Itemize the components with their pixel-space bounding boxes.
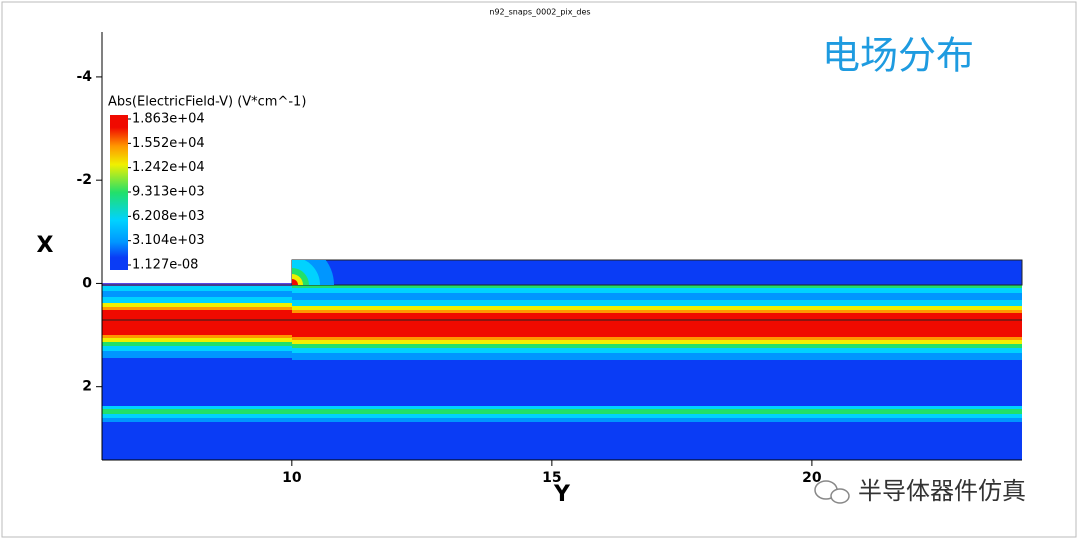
colorbar xyxy=(110,115,128,270)
annotation: 电场分布 xyxy=(822,34,974,78)
x-tick-label: 15 xyxy=(542,470,561,486)
x-tick-label: 20 xyxy=(802,470,822,486)
colorbar-tick-label: 3.104e+03 xyxy=(132,233,205,248)
field-map xyxy=(102,259,1023,460)
colorbar-tick-label: 6.208e+03 xyxy=(132,209,205,224)
watermark-icon xyxy=(814,480,850,504)
y-tick-label: 2 xyxy=(82,379,92,395)
y-tick-label: -2 xyxy=(76,172,92,188)
colorbar-tick-label: 9.313e+03 xyxy=(132,185,205,200)
colorbar-title: Abs(ElectricField-V) (V*cm^-1) xyxy=(108,95,306,110)
y-tick-label: -4 xyxy=(76,69,92,85)
y-axis-label: X xyxy=(37,233,54,258)
x-axis-label: Y xyxy=(553,482,571,507)
watermark: 半导体器件仿真 xyxy=(858,477,1026,505)
colorbar-tick-label: 1.127e-08 xyxy=(132,258,198,273)
plot-title: n92_snaps_0002_pix_des xyxy=(489,8,590,17)
x-tick-label: 10 xyxy=(282,470,302,486)
colorbar-tick-label: 1.863e+04 xyxy=(132,112,205,127)
colorbar-tick-label: 1.552e+04 xyxy=(132,136,205,151)
y-tick-label: 0 xyxy=(82,275,92,291)
colorbar-tick-label: 1.242e+04 xyxy=(132,160,205,175)
